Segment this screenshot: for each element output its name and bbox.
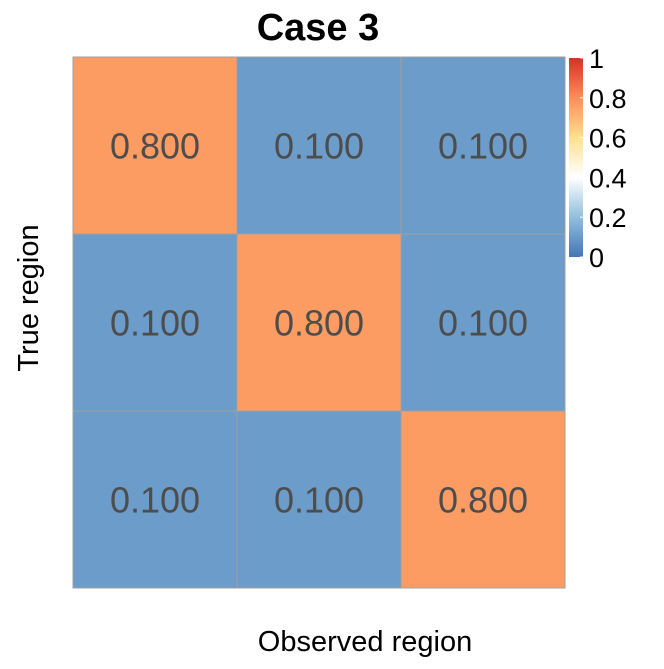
heatmap-cells: [72, 56, 566, 589]
colorbar-tick-label: 1: [589, 44, 604, 74]
colorbar-tick-label: 0.6: [589, 124, 627, 154]
cell-value-label-r1-c1: 0.800: [110, 126, 200, 167]
cell-value-label-r2-c2: 0.800: [274, 303, 364, 344]
y-axis-label: True region: [13, 224, 45, 371]
cell-value-label-r2-c3: 0.100: [438, 303, 528, 344]
colorbar: [569, 58, 583, 257]
heatmap-cell-r3-c3: [400, 410, 566, 589]
heatmap-cell-r2-c2: [236, 233, 402, 412]
colorbar-tick-label: 0.2: [589, 203, 627, 233]
colorbar-ticks: 0 0.2 0.4 0.6 0.8 1: [580, 44, 627, 273]
colorbar-tick-label: 0.8: [589, 84, 627, 114]
heatmap-cell-r3-c2: [236, 410, 402, 589]
heatmap-cell-r2-c3: [400, 233, 566, 412]
cell-value-label-r1-c3: 0.100: [438, 126, 528, 167]
cell-value-label-r3-c1: 0.100: [110, 480, 200, 521]
heatmap-cell-labels: 0.800 0.100 0.100 0.100 0.800 0.100 0.100 0.100…: [110, 126, 528, 521]
heatmap-cell-r1-c3: [400, 56, 566, 235]
colorbar-tick-label: 0.4: [589, 163, 627, 193]
heatmap-cell-r1-c2: [236, 56, 402, 235]
chart-title: Case 3: [257, 7, 380, 49]
cell-value-label-r2-c1: 0.100: [110, 303, 200, 344]
heatmap-cell-r2-c1: [72, 233, 238, 412]
cell-value-label-r3-c3: 0.800: [438, 480, 528, 521]
x-axis-label: Observed region: [258, 626, 472, 658]
cell-value-label-r1-c2: 0.100: [274, 126, 364, 167]
colorbar-tick-label: 0: [589, 243, 604, 273]
cell-value-label-r3-c2: 0.100: [274, 480, 364, 521]
heatmap-cell-r1-c1: [72, 56, 238, 235]
heatmap-cell-r3-c1: [72, 410, 238, 589]
